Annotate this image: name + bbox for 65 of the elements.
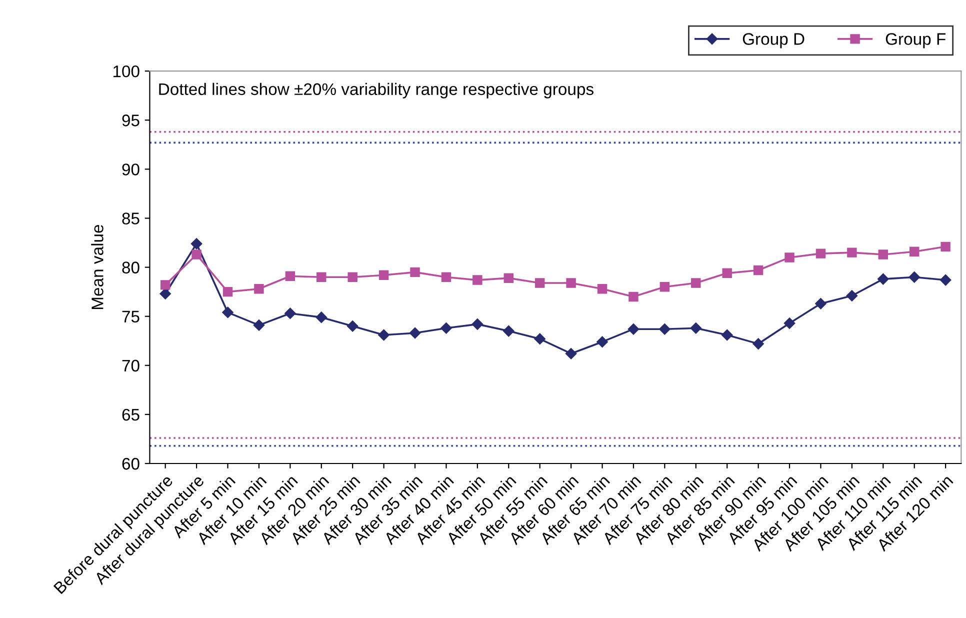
point (253, 320, 265, 331)
annotation: Dotted lines show ±20% variability range respective groups (159, 82, 594, 98)
point (565, 348, 577, 360)
point (690, 322, 702, 334)
point (534, 333, 546, 345)
point (160, 288, 171, 300)
y-tick-label: 85 (122, 212, 140, 224)
point (596, 336, 608, 348)
point (628, 323, 640, 335)
point (846, 290, 858, 302)
point (816, 248, 826, 258)
point (504, 273, 514, 283)
point (316, 272, 326, 282)
point (752, 338, 764, 350)
point (284, 308, 296, 319)
point (660, 282, 670, 292)
point (909, 246, 920, 256)
point (566, 278, 576, 288)
point (316, 312, 327, 323)
point (721, 329, 733, 341)
point (222, 306, 234, 318)
point (597, 284, 608, 294)
legend-label: Group D (742, 33, 804, 48)
point (784, 252, 794, 262)
point (503, 325, 514, 337)
point (847, 248, 857, 258)
point (346, 320, 358, 332)
point (222, 286, 233, 297)
point (940, 242, 950, 252)
y-axis-title: Mean value (91, 224, 104, 309)
point (815, 298, 826, 310)
point (691, 278, 701, 288)
y-tick-label: 70 (122, 360, 140, 372)
point (285, 271, 296, 281)
legend-label: Group F (886, 33, 946, 48)
point (659, 323, 670, 335)
point (190, 238, 202, 250)
y-tick-label: 60 (122, 458, 140, 470)
point (878, 250, 888, 260)
point (472, 275, 482, 285)
point (472, 318, 484, 330)
y-tick-label: 95 (122, 114, 140, 126)
y-tick-label: 65 (122, 408, 140, 421)
point (753, 265, 764, 276)
y-tick-label: 90 (122, 164, 140, 176)
y-tick-label: 100 (113, 65, 140, 78)
point (440, 322, 452, 334)
point (254, 284, 264, 294)
point (940, 274, 952, 286)
point (410, 267, 420, 278)
point (192, 250, 202, 260)
point (722, 268, 732, 278)
point (348, 272, 358, 282)
point (441, 272, 452, 282)
point (378, 329, 390, 341)
point (378, 270, 389, 280)
point (628, 292, 638, 302)
point (409, 327, 421, 339)
y-tick-label: 80 (122, 262, 140, 274)
point (878, 273, 889, 285)
point (534, 278, 545, 288)
point (784, 318, 796, 329)
y-tick-label: 75 (122, 310, 140, 323)
point (160, 280, 170, 290)
point (908, 271, 920, 283)
